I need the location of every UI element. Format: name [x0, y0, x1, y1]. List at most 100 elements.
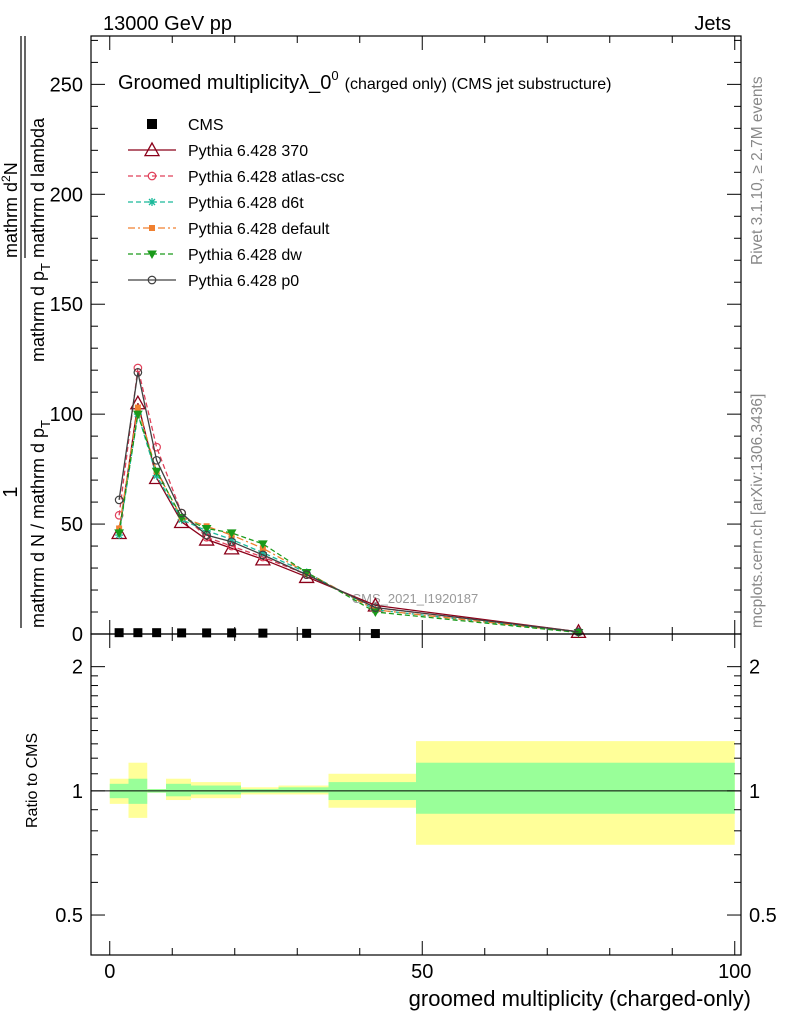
series-point [151, 467, 162, 477]
ratio-y-tick-label-right: 1 [749, 781, 760, 803]
series-point [114, 510, 124, 520]
y-label-den-text: mathrm d N / mathrm d p [28, 428, 48, 628]
series-point [302, 570, 311, 579]
main-series-group [111, 363, 587, 639]
legend-marker [147, 171, 157, 181]
data-point [302, 628, 312, 638]
x-tick-label: 0 [104, 961, 115, 983]
series-point [227, 535, 236, 544]
x-axis-label: groomed multiplicity (charged-only) [409, 986, 751, 1011]
data-point [133, 628, 143, 638]
series-point [258, 550, 268, 560]
series-point [114, 495, 124, 505]
series-point [177, 508, 186, 518]
ratio-panel-frame [90, 633, 742, 956]
y-tick-label: 150 [50, 294, 83, 316]
series-point [133, 363, 143, 373]
series-line [118, 367, 579, 633]
series-line [118, 372, 579, 633]
legend-label: Pythia 6.428 d6t [188, 195, 304, 212]
series-point [227, 537, 236, 547]
plot-title: Groomed multiplicityλ_00 (charged only) (… [118, 68, 611, 94]
series-line [118, 403, 579, 633]
x-tick-label: 100 [718, 961, 751, 983]
data-point [177, 628, 187, 638]
series-point [114, 529, 124, 538]
x-tick-label: 50 [411, 961, 433, 983]
series-point [202, 530, 211, 540]
plot-title-sup: 0 [331, 68, 338, 83]
legend-label: Pythia 6.428 p0 [188, 273, 299, 290]
series-line [118, 413, 579, 634]
rivet-label: Rivet 3.1.10, ≥ 2.7M events [749, 76, 766, 265]
legend-marker [143, 141, 161, 157]
plot-title-suffix: (charged only) (CMS jet substructure) [345, 76, 612, 93]
series-point [152, 442, 161, 452]
y-label-den2-tail: mathrm d lambda [28, 117, 48, 263]
data-point [258, 628, 268, 638]
ratio-axes: 0 50 100 0.5 0.5 1 1 2 2 [55, 634, 777, 983]
series-point [201, 524, 212, 534]
y-label-denominator: mathrm d N / mathrm d pT [28, 420, 53, 628]
mcplots-label: mcplots.cern.ch [arXiv:1306.3436] [749, 394, 766, 628]
series-point [116, 525, 123, 532]
ratio-y-tick-label-left: 0.5 [55, 905, 83, 927]
y-tick-label: 0 [72, 624, 83, 646]
plot-title-main: Groomed multiplicity [118, 72, 299, 94]
series-point [226, 529, 237, 538]
main-y-label: 1 mathrm d N / mathrm d pT mathrm d2N ma… [0, 36, 53, 628]
y-label-one: 1 [0, 486, 22, 497]
legend-marker [149, 225, 155, 231]
data-point [152, 628, 162, 638]
y-label-num-tail: N [1, 162, 21, 175]
legend-label: Pythia 6.428 atlas-csc [188, 169, 345, 186]
series-point [258, 540, 268, 549]
series-point [371, 603, 380, 612]
ratio-band-inner [166, 783, 191, 797]
ratio-band-inner [216, 785, 241, 795]
ratio-bands [91, 741, 741, 845]
series-point [152, 455, 161, 465]
data-point [202, 628, 212, 638]
plot-title-lambda: λ_0 [299, 72, 331, 94]
ratio-band-inner [278, 787, 329, 793]
legend-marker-data [147, 119, 157, 129]
ratio-y-tick-label-right: 2 [749, 657, 760, 679]
legend-label: Pythia 6.428 dw [188, 247, 302, 264]
series-point [133, 410, 143, 420]
y-tick-label: 200 [50, 184, 83, 206]
y-label-num-text: mathrm d [1, 182, 21, 258]
legend-label: Pythia 6.428 370 [188, 143, 308, 160]
ratio-y-tick-label-left: 1 [72, 781, 83, 803]
legend-marker [147, 275, 157, 285]
series-point [134, 404, 141, 411]
main-x-ticks [109, 36, 736, 634]
y-label-denominator2: mathrm d pT mathrm d lambda [28, 117, 53, 362]
y-label-numerator: mathrm d2N [0, 162, 21, 258]
y-tick-label: 250 [50, 74, 83, 96]
y-tick-label: 50 [61, 514, 83, 536]
legend: CMS Pythia 6.428 370 Pythia 6.428 atlas-cs… [128, 117, 345, 290]
y-label-den-sub: T [38, 420, 53, 428]
ratio-y-tick-label-left: 2 [72, 657, 83, 679]
y-label-num-sup: 2 [0, 175, 13, 182]
data-point [227, 628, 237, 638]
ratio-band-inner [191, 785, 216, 795]
y-label-den2-sub: T [38, 263, 53, 271]
ratio-band-inner [416, 762, 735, 814]
energy-label: 13000 GeV pp [103, 13, 232, 35]
ratio-y-tick-label-right: 0.5 [749, 905, 777, 927]
legend-label-data: CMS [188, 117, 224, 134]
main-y-axis: 0 50 100 150 200 250 [50, 39, 741, 646]
series-point [133, 368, 143, 377]
series-point [258, 548, 267, 557]
series-point [574, 627, 583, 637]
y-label-den2-text: mathrm d p [28, 271, 48, 362]
series-line [118, 407, 579, 633]
y-tick-label: 100 [50, 404, 83, 426]
legend-marker [147, 250, 157, 260]
analysis-watermark: CMS_2021_I1920187 [352, 591, 479, 606]
series-line [118, 413, 579, 633]
